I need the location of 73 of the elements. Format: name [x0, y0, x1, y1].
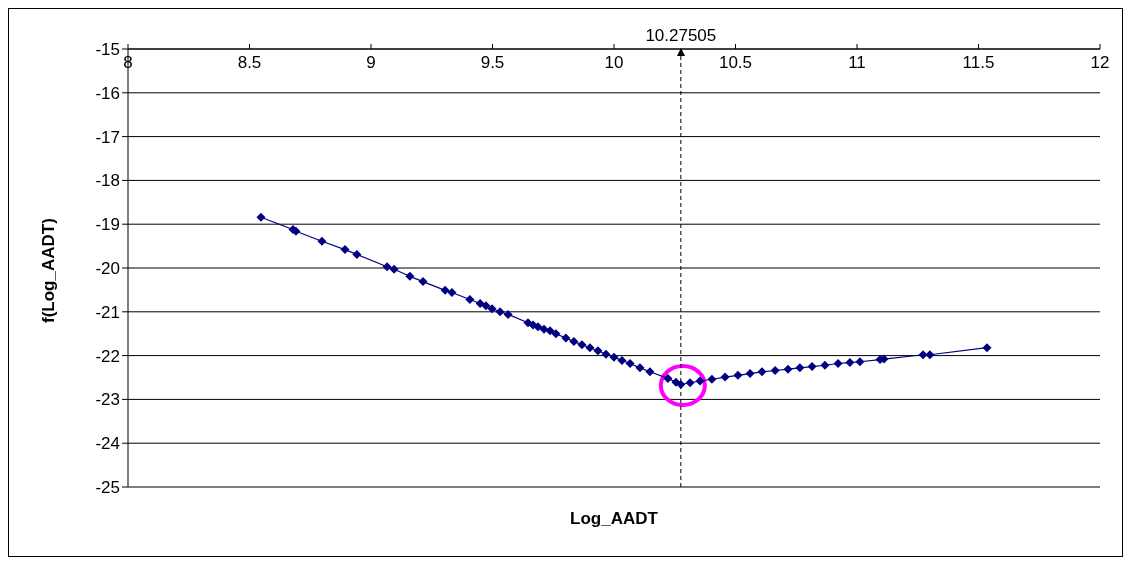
- point: [855, 357, 865, 367]
- point: [405, 271, 415, 281]
- point: [389, 264, 399, 274]
- point: [925, 350, 935, 360]
- x-tick-label: 11.5: [962, 53, 995, 72]
- y-tick-label: -21: [95, 302, 120, 322]
- y-tick-label: -24: [95, 434, 120, 454]
- point: [551, 329, 561, 339]
- y-tick-label: -17: [95, 127, 120, 147]
- point: [820, 360, 830, 370]
- point: [465, 295, 475, 305]
- y-tick-label: -19: [95, 215, 120, 235]
- point: [625, 358, 635, 368]
- point: [545, 326, 555, 336]
- point: [845, 358, 855, 368]
- point: [503, 309, 513, 319]
- point: [770, 365, 780, 375]
- point: [569, 337, 579, 347]
- ref-line-label: 10.27505: [645, 26, 717, 45]
- point: [733, 370, 743, 380]
- point: [685, 378, 695, 388]
- point: [533, 322, 543, 332]
- point: [382, 262, 392, 272]
- point: [475, 298, 485, 308]
- point: [833, 358, 843, 368]
- y-tick-label: -16: [95, 83, 120, 103]
- point: [617, 355, 627, 365]
- x-axis-title: Log_AADT: [569, 509, 659, 529]
- y-axis-title: f(Log_AADT): [39, 218, 59, 323]
- y-tick-label: -20: [95, 259, 120, 279]
- y-tick-label: -23: [95, 390, 120, 410]
- y-tick-label: -25: [95, 478, 120, 498]
- point: [256, 212, 266, 222]
- point: [695, 376, 705, 386]
- point: [317, 236, 327, 246]
- point: [418, 277, 428, 287]
- x-tick-label: 10.5: [718, 53, 753, 72]
- point: [447, 288, 457, 298]
- point: [495, 307, 505, 317]
- x-tick-label: 12: [1090, 53, 1110, 72]
- point: [676, 380, 686, 390]
- x-tick-label: 9.5: [480, 53, 505, 72]
- point: [585, 343, 595, 353]
- point: [982, 343, 992, 353]
- x-tick-label: 8.5: [237, 53, 262, 72]
- point: [720, 372, 730, 382]
- point: [593, 346, 603, 356]
- y-tick-label: -18: [95, 171, 120, 191]
- point: [645, 367, 655, 377]
- x-tick-label: 11: [848, 53, 866, 72]
- x-tick-label: 9: [366, 53, 376, 72]
- point: [918, 350, 928, 360]
- point: [745, 369, 755, 379]
- y-tick-label: -15: [95, 40, 120, 60]
- point: [440, 285, 450, 295]
- point: [561, 333, 571, 343]
- point: [757, 367, 767, 377]
- y-tick-label: -22: [95, 346, 120, 366]
- point: [783, 364, 793, 374]
- point: [663, 373, 673, 383]
- point: [601, 349, 611, 359]
- point: [635, 363, 645, 373]
- point: [609, 352, 619, 362]
- point: [352, 249, 362, 259]
- point: [807, 362, 817, 372]
- point: [707, 374, 717, 384]
- point: [340, 245, 350, 255]
- x-tick-label: 8: [123, 53, 133, 72]
- point: [795, 363, 805, 373]
- point: [487, 304, 497, 314]
- point: [577, 340, 587, 350]
- x-tick-label: 10: [604, 53, 624, 72]
- point: [481, 301, 491, 311]
